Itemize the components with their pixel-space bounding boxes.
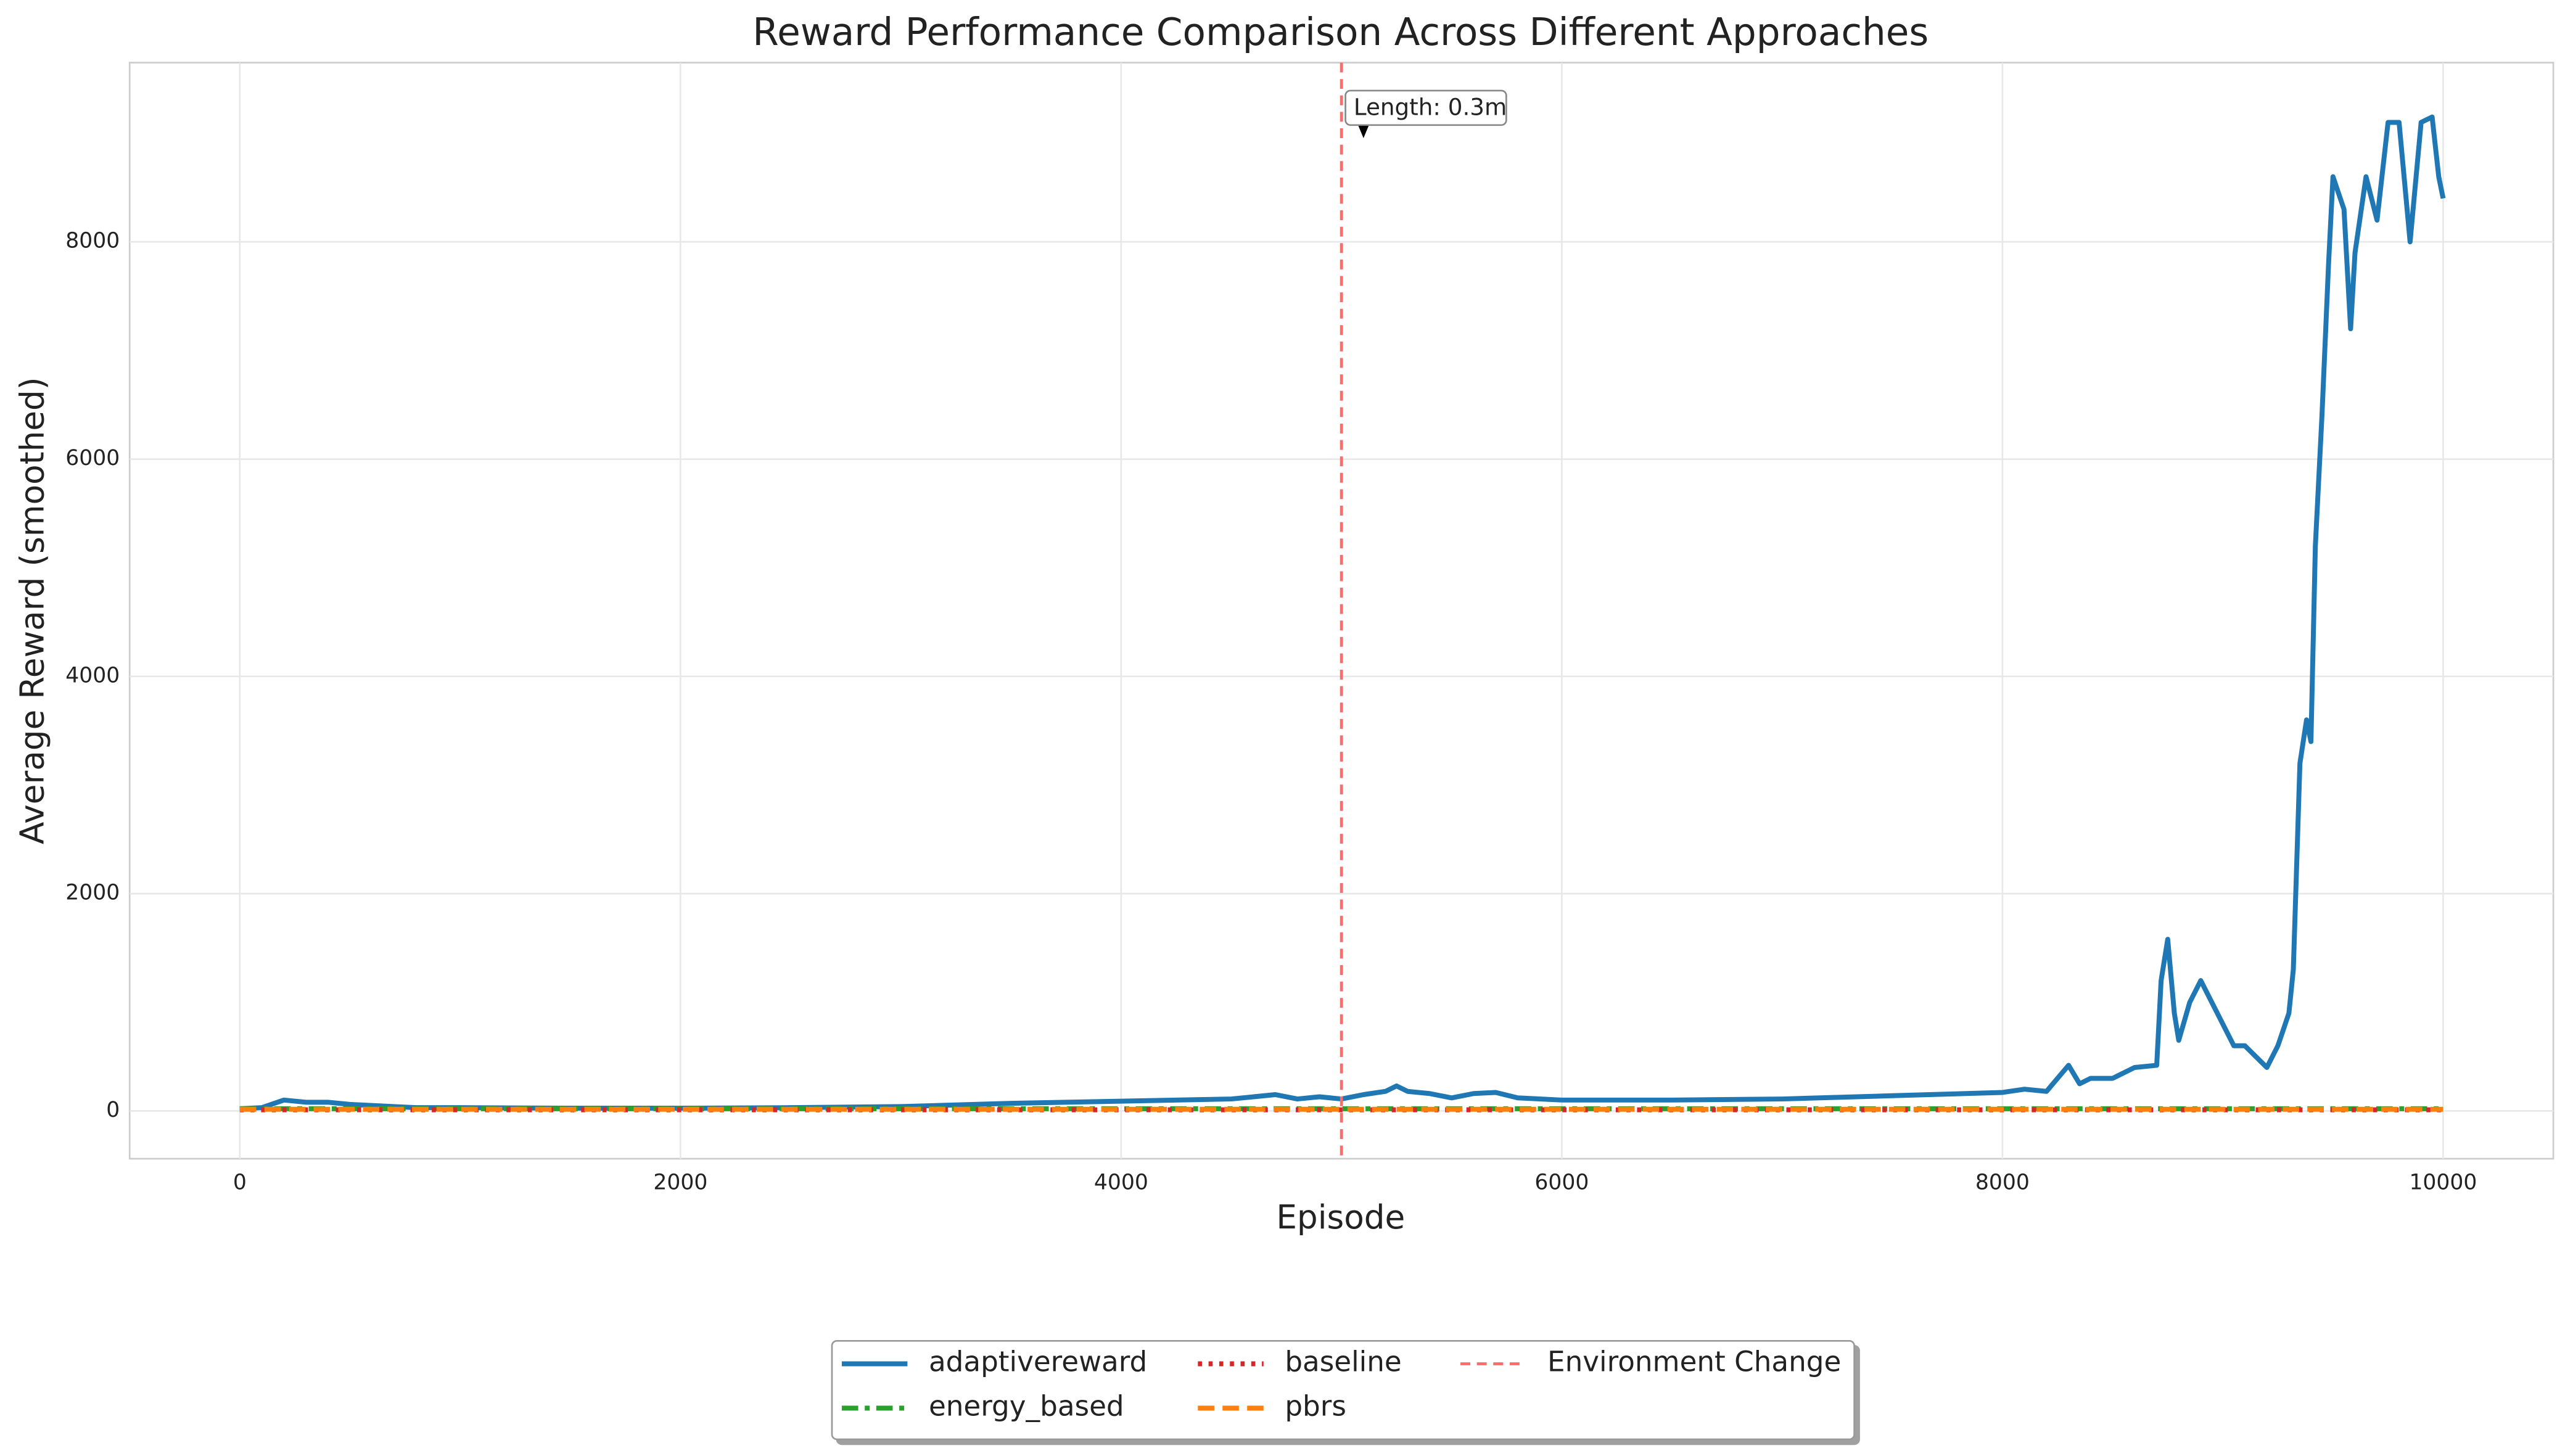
y-tick-label: 2000 <box>65 881 120 905</box>
y-axis-label: Average Reward (smoothed) <box>14 377 52 844</box>
annotation-box <box>1344 89 1507 126</box>
legend-label: energy_based <box>929 1389 1124 1422</box>
legend-label: pbrs <box>1285 1389 1346 1422</box>
legend <box>831 1339 1855 1441</box>
y-tick-label: 4000 <box>65 663 120 688</box>
x-tick-label: 2000 <box>653 1170 707 1195</box>
legend-label: baseline <box>1285 1346 1401 1378</box>
y-tick-label: 6000 <box>65 446 120 471</box>
x-tick-label: 8000 <box>1975 1170 2030 1195</box>
series-line <box>239 114 2446 1111</box>
x-tick-label: 6000 <box>1534 1170 1589 1195</box>
legend-label: Environment Change <box>1547 1346 1841 1378</box>
y-tick-label: 0 <box>106 1098 120 1122</box>
x-tick-label: 10000 <box>2409 1170 2477 1195</box>
chart-title: Reward Performance Comparison Across Dif… <box>752 10 1929 54</box>
legend-label: adaptivereward <box>929 1346 1147 1378</box>
y-tick-label: 8000 <box>65 229 120 253</box>
annotation: Length: 0.3m <box>1354 94 1507 121</box>
x-tick-label: 4000 <box>1094 1170 1148 1195</box>
x-axis-label: Episode <box>1276 1198 1405 1236</box>
x-tick-label: 0 <box>233 1170 247 1195</box>
